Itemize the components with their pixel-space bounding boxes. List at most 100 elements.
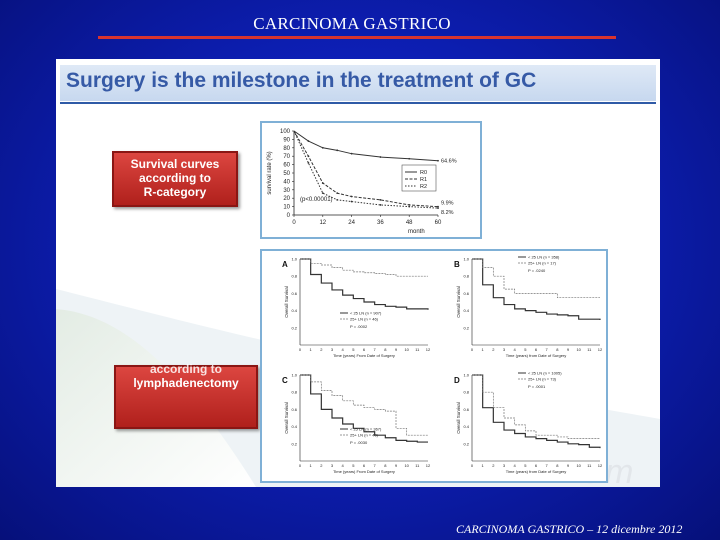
panel-p-value: P = .0002 [350, 324, 368, 329]
y-tick-label: 90 [283, 137, 290, 143]
panel-x-tick-label: 6 [363, 347, 366, 352]
y-tick-label: 40 [283, 179, 290, 185]
title-underline [98, 36, 616, 39]
y-tick-label: 60 [283, 163, 290, 169]
data-point-R0 [379, 156, 382, 158]
y-tick-label: 50 [283, 171, 290, 177]
series-line-R0 [293, 130, 439, 162]
data-point-R0 [336, 149, 339, 152]
data-point-R0 [350, 152, 353, 155]
panel-legend-label: 25+ LN (n = 40) [350, 433, 379, 438]
panel-x-tick-label: 6 [535, 347, 538, 352]
panel-y-tick-label: 0.2 [463, 325, 469, 330]
panel-y-tick-label: 1.0 [291, 373, 297, 378]
panel-y-tick-label: 0.4 [291, 308, 297, 313]
panel-x-tick-label: 11 [587, 347, 592, 352]
panel-x-tick-label: 2 [492, 463, 495, 468]
data-point-R1 [350, 195, 353, 198]
slide-title: CARCINOMA GASTRICO [253, 14, 451, 33]
y-axis-label: survival rate (%) [267, 151, 273, 194]
panel-y-tick-label: 0.8 [291, 274, 297, 279]
panel-legend-label: 25+ LN (n = 46) [350, 317, 379, 322]
p-value-annotation: (p<0.00001) [300, 197, 333, 203]
panel-y-tick-label: 0.4 [463, 424, 469, 429]
panel-x-tick-label: 5 [352, 463, 355, 468]
panel-y-tick-label: 0.8 [463, 390, 469, 395]
end-label-R0: 64.6% [441, 159, 457, 165]
panel-x-tick-label: 8 [556, 463, 559, 468]
headline-band [60, 65, 656, 101]
lymphadenectomy-chart-frame: A 0.2 0.4 0.6 0.8 1.0 0 1 2 3 4 5 6 7 8 9 10 11 12 Time (ye… [260, 249, 608, 483]
data-point-R2 [379, 204, 382, 206]
panel-x-tick-label: 12 [598, 463, 603, 468]
series-line-R1 [293, 130, 439, 208]
y-tick-label: 20 [283, 196, 290, 202]
panel-x-tick-label: 6 [363, 463, 366, 468]
r-category-label-box: Survival curves according to R-category [112, 151, 238, 207]
panel-legend-label: 25+ LN (n = 17) [528, 261, 557, 266]
r-category-survival-chart: 0 10 20 30 40 50 60 70 80 90 100 0 12 24 36 48 60 month su… [267, 129, 457, 235]
panel-x-tick-label: 11 [415, 463, 420, 468]
x-tick-label: 48 [406, 220, 413, 226]
panel-y-tick-label: 0.4 [463, 308, 469, 313]
panel-x-tick-label: 10 [576, 347, 581, 352]
panel-x-tick-label: 9 [395, 347, 398, 352]
panel-y-tick-label: 0.4 [291, 424, 297, 429]
km-curve-A-0 [300, 258, 429, 310]
x-tick-label: 24 [348, 220, 355, 226]
panel-x-tick-label: 7 [546, 347, 549, 352]
panel-x-tick-label: 12 [426, 463, 431, 468]
panel-letter-B: B [454, 260, 460, 269]
r-category-chart-frame: 0 10 20 30 40 50 60 70 80 90 100 0 12 24 36 48 60 month su… [260, 121, 482, 239]
panel-y-tick-label: 0.2 [463, 441, 469, 446]
km-curve-B-0 [472, 258, 601, 321]
panel-y-tick-label: 0.6 [291, 291, 297, 296]
panel-x-tick-label: 7 [546, 463, 549, 468]
panel-x-tick-label: 2 [492, 347, 495, 352]
panel-x-tick-label: 1 [482, 463, 485, 468]
km-curve-D-0 [472, 374, 601, 449]
panel-x-tick-label: 4 [514, 347, 517, 352]
x-tick-label: 0 [292, 220, 296, 226]
end-label-R1: 9.9% [441, 201, 454, 207]
data-point-R0 [307, 140, 310, 142]
panel-y-tick-label: 0.2 [291, 325, 297, 330]
panel-letter-A: A [282, 260, 288, 269]
panel-x-axis-label: Time (years) From Date of Surgery [333, 353, 395, 358]
box1-line3: R-category [143, 185, 207, 199]
y-tick-label: 30 [283, 188, 290, 194]
panel-x-tick-label: 0 [471, 347, 474, 352]
x-tick-label: 60 [435, 220, 442, 226]
panel-x-tick-label: 12 [598, 347, 603, 352]
panel-legend-label: 25+ LN (n = 73) [528, 377, 557, 382]
panel-x-tick-label: 11 [587, 463, 592, 468]
box2-line: lymphadenectomy [133, 376, 239, 390]
x-axis-label: month [408, 229, 425, 235]
panel-x-tick-label: 0 [299, 347, 302, 352]
panel-x-tick-label: 2 [320, 347, 323, 352]
panel-x-tick-label: 7 [374, 463, 377, 468]
panel-y-axis-label: Overall Survival [456, 402, 461, 434]
panel-y-tick-label: 0.6 [291, 407, 297, 412]
panel-x-tick-label: 5 [352, 347, 355, 352]
panel-y-tick-label: 0.6 [463, 407, 469, 412]
panel-x-axis-label: Time (years) from Date of Surgery [506, 469, 567, 474]
panel-y-tick-label: 0.8 [291, 390, 297, 395]
panel-x-tick-label: 9 [567, 463, 570, 468]
headline-rule [60, 102, 656, 104]
x-tick-label: 12 [319, 220, 326, 226]
data-point-R0 [408, 157, 411, 160]
data-point-R1 [307, 155, 310, 158]
panel-y-tick-label: 0.6 [463, 291, 469, 296]
legend-label-R0: R0 [420, 170, 427, 176]
panel-y-axis-label: Overall Survival [284, 286, 289, 318]
km-curve-A-1 [300, 258, 428, 277]
data-point-R1 [336, 192, 339, 195]
legend-label-R1: R1 [420, 177, 427, 183]
data-point-R1 [321, 182, 324, 184]
panel-x-tick-label: 8 [384, 463, 387, 468]
panel-x-tick-label: 11 [415, 347, 420, 352]
data-point-R2 [321, 192, 324, 195]
panel-x-tick-label: 8 [556, 347, 559, 352]
data-point-R1 [408, 204, 411, 206]
